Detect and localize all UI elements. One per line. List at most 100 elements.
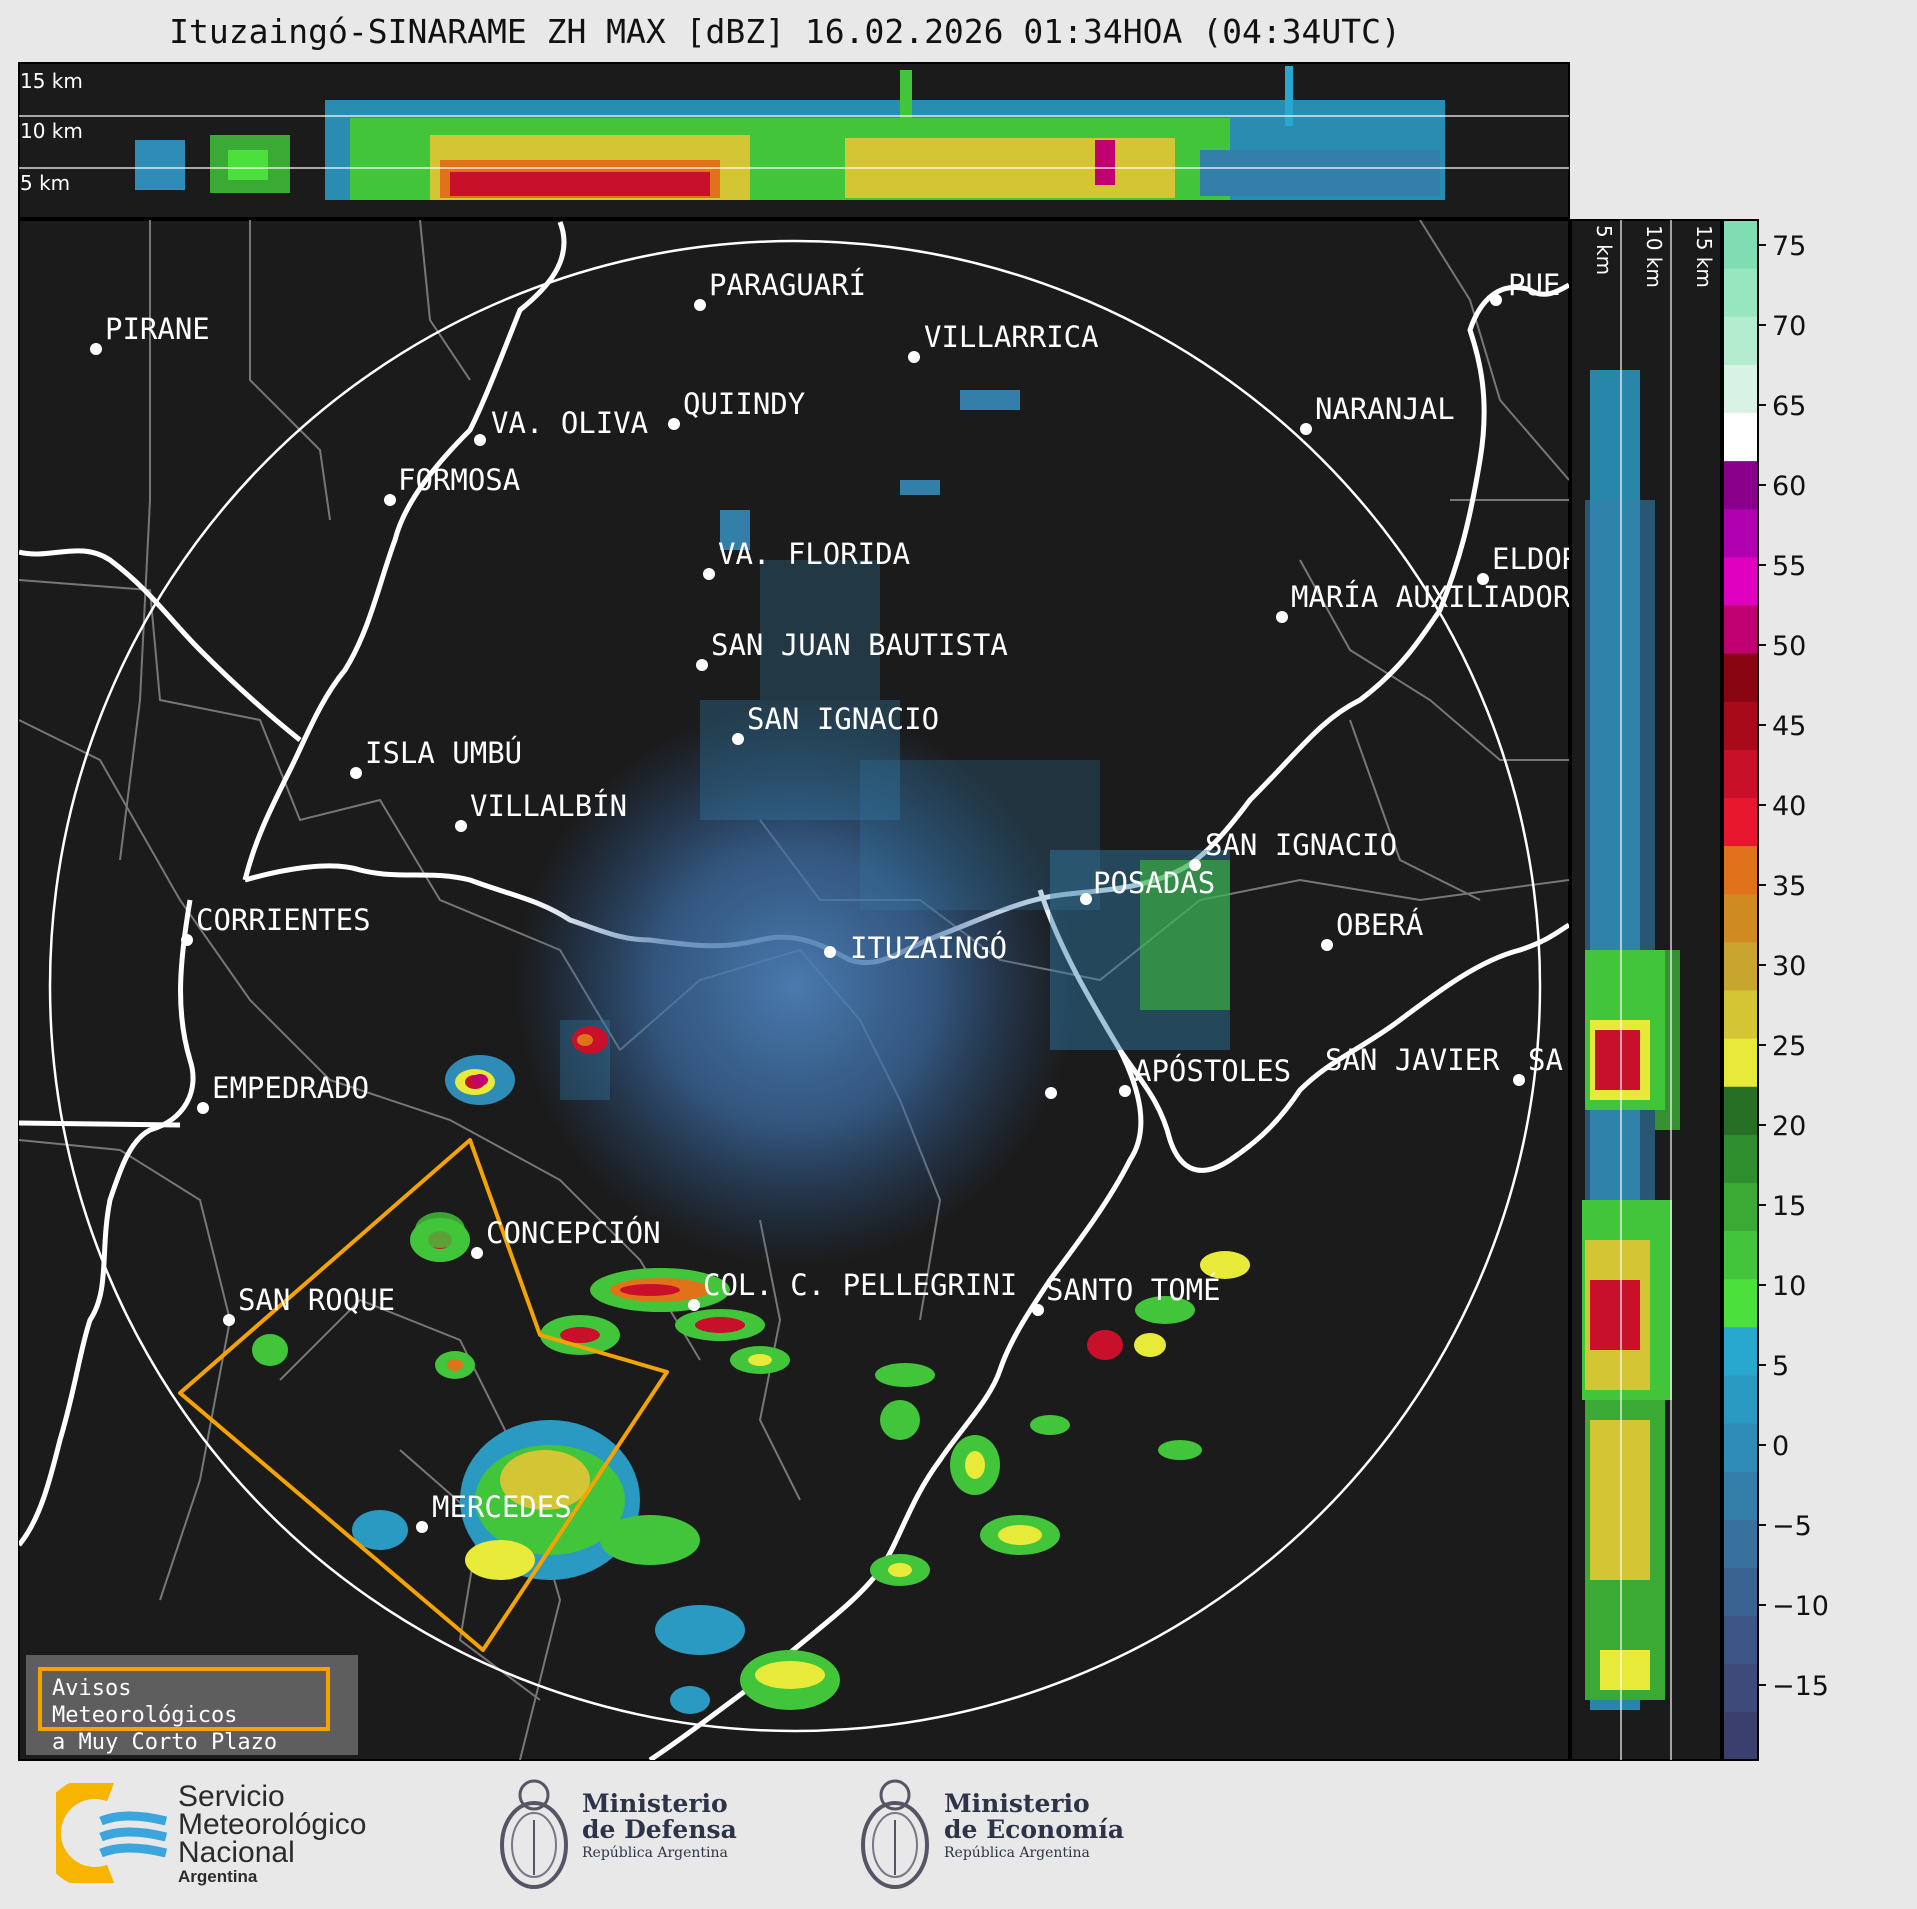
- colorbar-frame: [1722, 219, 1759, 1761]
- colorbar-tick-label: 20: [1772, 1111, 1806, 1142]
- smn-line4: Argentina: [178, 1867, 258, 1886]
- colorbar: [1723, 220, 1758, 1761]
- colorbar-band: [1723, 412, 1758, 462]
- city-labels: PIRANE PARAGUARÍ VILLARRICA QUIINDY VA. …: [105, 268, 1580, 1524]
- colorbar-band: [1723, 268, 1758, 317]
- range-ring: [48, 239, 1542, 1733]
- economia-logo-text: Ministerio de Economía República Argenti…: [944, 1791, 1124, 1863]
- colorbar-band: [1723, 845, 1758, 895]
- city-label-villarrica: VILLARRICA: [924, 320, 1099, 354]
- colorbar-tick-label: −15: [1772, 1671, 1829, 1702]
- city-label-san-javier: SAN JAVIER: [1325, 1043, 1500, 1077]
- city-label-san-juan-bautista: SAN JUAN BAUTISTA: [711, 628, 1008, 662]
- city-label-formosa: FORMOSA: [398, 463, 520, 497]
- colorbar-band: [1723, 460, 1758, 510]
- colorbar-band: [1723, 220, 1758, 269]
- warning-polygon[interactable]: [178, 1138, 669, 1652]
- city-label-san-roque: SAN ROQUE: [238, 1283, 395, 1317]
- side-label-5km: 5 km: [1592, 225, 1616, 275]
- city-label-pirane: PIRANE: [105, 312, 210, 346]
- defensa-line2: de Defensa: [582, 1815, 737, 1844]
- map-title: Ituzaingó-SINARAME ZH MAX [dBZ] 16.02.20…: [169, 12, 1401, 51]
- colorbar-band: [1723, 941, 1758, 991]
- warning-legend: Avisos Meteorológicos a Muy Corto Plazo: [26, 1655, 358, 1755]
- warning-legend-line2: a Muy Corto Plazo: [52, 1730, 278, 1755]
- colorbar-tick-label: 60: [1772, 471, 1806, 502]
- colorbar-band: [1723, 1326, 1758, 1376]
- defensa-logo-text: Ministerio de Defensa República Argentin…: [582, 1791, 737, 1863]
- colorbar-band: [1723, 1086, 1758, 1135]
- city-label-eldorado: ELDOR: [1492, 542, 1580, 576]
- colorbar-band: [1723, 1423, 1758, 1472]
- colorbar-band: [1723, 1038, 1758, 1087]
- city-label-obera: OBERÁ: [1336, 908, 1423, 942]
- city-label-empedrado: EMPEDRADO: [212, 1071, 369, 1105]
- colorbar-tick-label: 45: [1772, 711, 1806, 742]
- colorbar-band: [1723, 1663, 1758, 1713]
- scattered-echoes: [560, 390, 1230, 1100]
- colorbar-band: [1723, 1134, 1758, 1183]
- colorbar-tick-label: 15: [1772, 1191, 1806, 1222]
- colorbar-band: [1723, 1471, 1758, 1520]
- colorbar-tick-label: −5: [1772, 1511, 1812, 1542]
- ground-clutter: [515, 706, 1075, 1266]
- city-markers: [90, 294, 1525, 1533]
- city-label-corrientes: CORRIENTES: [196, 903, 371, 937]
- city-label-santo-tome: SANTO TOMÉ: [1046, 1273, 1221, 1307]
- city-label-isla-umbu: ISLA UMBÚ: [365, 736, 522, 770]
- top-label-10km: 10 km: [20, 119, 83, 143]
- city-label-sa: SA: [1528, 1043, 1563, 1077]
- city-label-concepcion: CONCEPCIÓN: [486, 1216, 661, 1250]
- warning-legend-frame: Avisos Meteorológicos a Muy Corto Plazo: [38, 1667, 330, 1755]
- colorbar-tick-label: 75: [1772, 231, 1806, 262]
- side-section-echoes: [1582, 370, 1680, 1710]
- colorbar-tick-label: 40: [1772, 791, 1806, 822]
- colorbar-tick-label: 10: [1772, 1271, 1806, 1302]
- colorbar-tick-label: 0: [1772, 1431, 1789, 1462]
- economia-line3: República Argentina: [944, 1845, 1090, 1861]
- colorbar-band: [1723, 1567, 1758, 1617]
- colorbar-band: [1723, 364, 1758, 413]
- city-label-naranjal: NARANJAL: [1315, 392, 1455, 426]
- colorbar-band: [1723, 701, 1758, 750]
- economia-line2: de Economía: [944, 1815, 1125, 1844]
- colorbar-tick-label: 50: [1772, 631, 1806, 662]
- defensa-line1: Ministerio: [582, 1789, 728, 1818]
- colorbar-band: [1723, 990, 1758, 1039]
- city-label-san-ignacio-py: SAN IGNACIO: [747, 702, 939, 736]
- storm-cells: [252, 1026, 1250, 1714]
- warning-legend-line1: Avisos Meteorológicos: [52, 1676, 238, 1728]
- city-label-mercedes: MERCEDES: [432, 1490, 572, 1524]
- smn-line2: Meteorológico: [178, 1808, 367, 1841]
- colorbar-tick-label: 5: [1772, 1351, 1789, 1382]
- smn-line3: Nacional: [178, 1836, 295, 1869]
- side-label-15km: 15 km: [1692, 225, 1716, 288]
- city-label-paraguari: PARAGUARÍ: [709, 268, 866, 302]
- footer-logos: Servicio Meteorológico Nacional Argentin…: [0, 1763, 1917, 1909]
- colorbar-band: [1723, 1278, 1758, 1328]
- city-label-quiindy: QUIINDY: [683, 387, 805, 421]
- city-label-posadas: POSADAS: [1093, 866, 1215, 900]
- colorbar-band: [1723, 653, 1758, 702]
- defensa-seal-icon: [500, 1779, 568, 1889]
- smn-line1: Servicio: [178, 1780, 285, 1813]
- colorbar-tick-label: 70: [1772, 311, 1806, 342]
- colorbar-band: [1723, 1230, 1758, 1280]
- city-label-va-florida: VA. FLORIDA: [718, 537, 910, 571]
- city-label-villalbin: VILLALBÍN: [470, 789, 627, 823]
- colorbar-band: [1723, 605, 1758, 654]
- colorbar-band: [1723, 508, 1758, 558]
- city-label-puerto: PUE: [1508, 268, 1560, 302]
- colorbar-band: [1723, 797, 1758, 847]
- colorbar-band: [1723, 1711, 1758, 1761]
- colorbar-tick-label: 30: [1772, 951, 1806, 982]
- top-label-5km: 5 km: [20, 171, 70, 195]
- colorbar-band: [1723, 316, 1758, 365]
- colorbar-band: [1723, 1375, 1758, 1424]
- colorbar-tick-label: 65: [1772, 391, 1806, 422]
- colorbar-tick-label: −10: [1772, 1591, 1829, 1622]
- colorbar-band: [1723, 893, 1758, 943]
- top-label-15km: 15 km: [20, 69, 83, 93]
- city-label-va-oliva: VA. OLIVA: [491, 406, 648, 440]
